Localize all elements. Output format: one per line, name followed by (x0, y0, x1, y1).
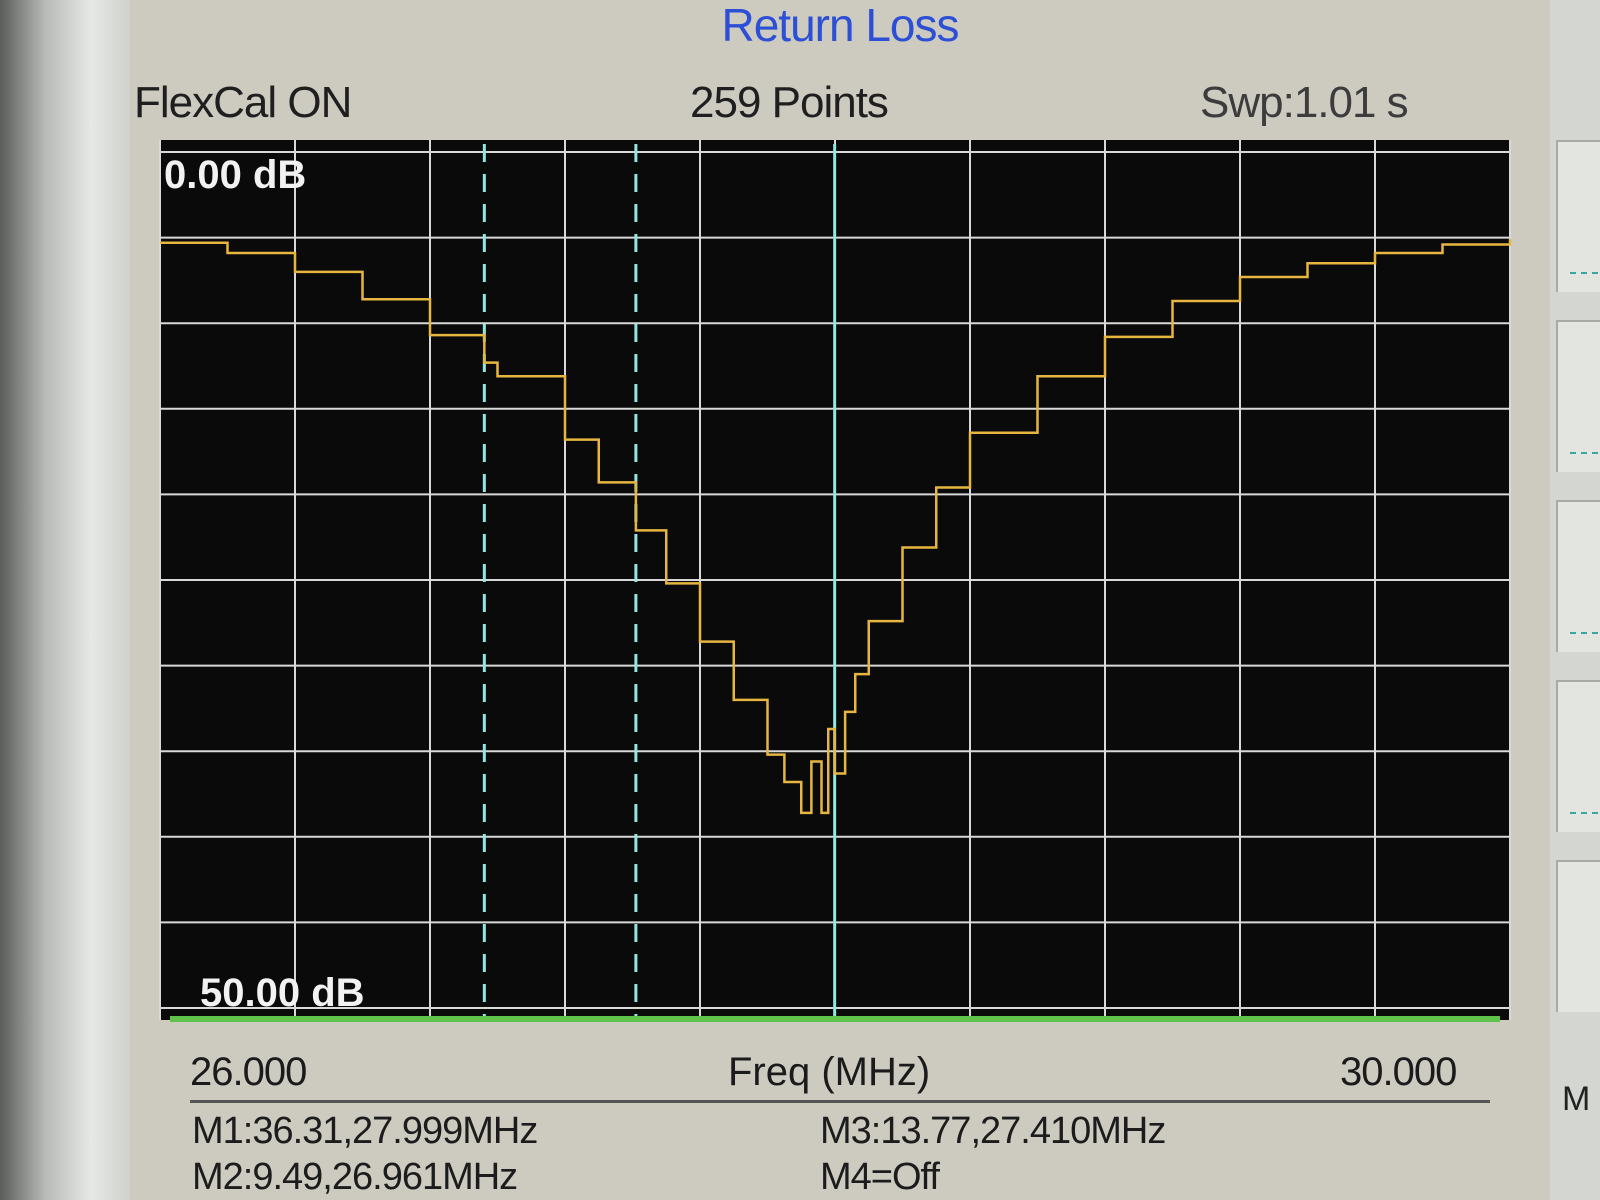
analyzer-bezel (0, 0, 130, 1200)
readout-separator (190, 1100, 1490, 1103)
y-bottom-label: 50.00 dB (200, 971, 365, 1015)
analyzer-screen: Return Loss FlexCal ON 259 Points Swp:1.… (130, 0, 1550, 1200)
softkey-label[interactable]: M (1562, 1080, 1591, 1118)
marker-readout-m2: M2:9.49,26.961MHz (192, 1156, 518, 1198)
x-axis-label: Freq (MHz) (728, 1050, 931, 1094)
return-loss-trace (160, 239, 1512, 815)
softkey-2[interactable] (1556, 320, 1600, 472)
freq-start-label: 26.000 (190, 1050, 307, 1094)
sweep-time: Swp:1.01 s (1200, 78, 1409, 127)
marker-readout-m3: M3:13.77,27.410MHz (820, 1110, 1166, 1152)
return-loss-plot: 0.00 dB 50.00 dB (159, 140, 1512, 1022)
softkey-indicator (1570, 812, 1598, 814)
softkey-indicator (1570, 452, 1598, 454)
cal-status: FlexCal ON (134, 78, 352, 127)
softkey-5[interactable] (1556, 860, 1600, 1012)
softkey-indicator (1570, 272, 1598, 274)
softkey-4[interactable] (1556, 680, 1600, 832)
marker-readout-m1: M1:36.31,27.999MHz (192, 1110, 538, 1152)
measurement-title: Return Loss (721, 0, 959, 51)
softkey-3[interactable] (1556, 500, 1600, 652)
marker-readout-m4: M4=Off (820, 1156, 940, 1198)
points-count: 259 Points (690, 78, 889, 127)
softkey-column: M (1550, 0, 1600, 1200)
plot-baseline (170, 1016, 1500, 1022)
y-top-label: 0.00 dB (164, 153, 306, 197)
marker-lines (482, 144, 837, 1016)
freq-stop-label: 30.000 (1340, 1050, 1457, 1094)
softkey-indicator (1570, 632, 1598, 634)
softkey-1[interactable] (1556, 140, 1600, 292)
